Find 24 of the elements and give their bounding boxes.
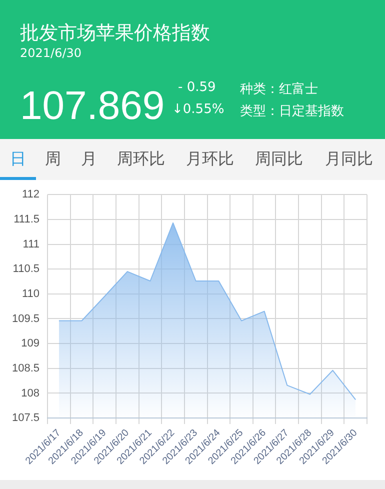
text: 月	[81, 149, 97, 170]
text: 日	[10, 149, 26, 170]
text: 周环比	[117, 149, 165, 170]
y-tick-label: 110.5	[12, 263, 40, 276]
chart-title: 批发市场苹果价格指数	[20, 21, 210, 46]
text: 周同比	[255, 149, 303, 170]
y-tick-label: 111	[22, 238, 40, 250]
text: 107.869	[20, 84, 165, 129]
text: 类型：日定基指数	[240, 103, 344, 120]
text: - 0.59	[178, 80, 216, 95]
y-tick-label: 109.5	[12, 312, 40, 325]
text: ↓0.55%	[172, 102, 224, 117]
y-tick-label: 110	[22, 288, 40, 300]
text: 周	[45, 149, 61, 170]
y-tick-label: 109	[21, 338, 40, 350]
y-tick-label: 112	[22, 188, 40, 201]
text: 月同比	[325, 149, 373, 170]
text: 月环比	[186, 149, 234, 170]
text: 种类：红富士	[240, 81, 318, 98]
chart-subtitle: 2021/6/30	[20, 46, 82, 60]
y-tick-label: 108.5	[12, 362, 40, 374]
y-tick-label: 107.5	[12, 412, 40, 424]
y-tick-label: 108	[21, 387, 40, 400]
y-tick-label: 111.5	[14, 213, 40, 226]
